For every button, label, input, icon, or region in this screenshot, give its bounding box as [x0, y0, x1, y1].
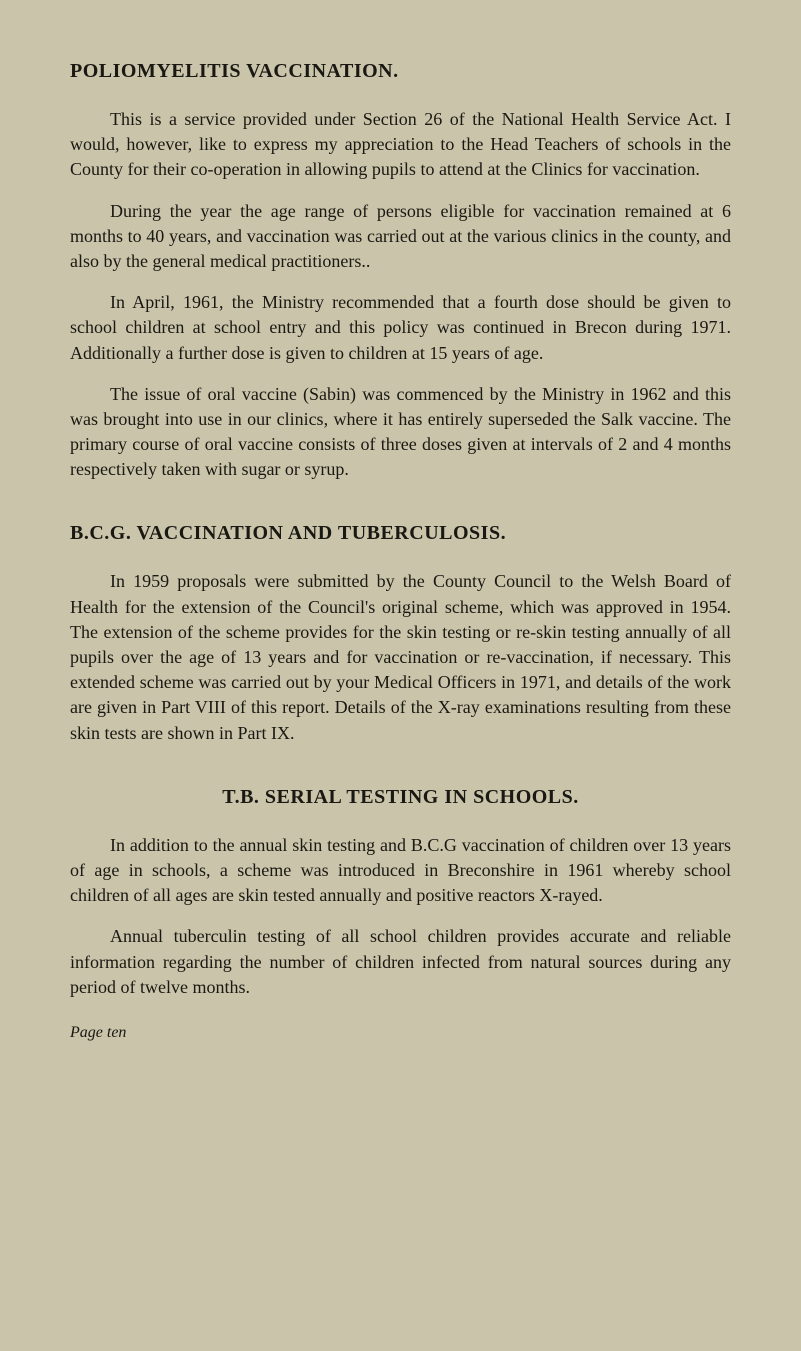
page-number-label: Page ten — [70, 1024, 126, 1041]
body-paragraph: Annual tuberculin testing of all school … — [70, 924, 731, 1000]
section-heading-tb-serial: T.B. SERIAL TESTING IN SCHOOLS. — [70, 786, 731, 809]
page-footer: Page ten — [70, 1024, 731, 1042]
body-paragraph: The issue of oral vaccine (Sabin) was co… — [70, 382, 731, 483]
section-heading-bcg: B.C.G. VACCINATION AND TUBERCULOSIS. — [70, 522, 731, 545]
body-paragraph: During the year the age range of persons… — [70, 199, 731, 275]
body-paragraph: In 1959 proposals were submitted by the … — [70, 569, 731, 745]
body-paragraph: In addition to the annual skin testing a… — [70, 833, 731, 909]
section-heading-poliomyelitis: POLIOMYELITIS VACCINATION. — [70, 60, 731, 83]
body-paragraph: This is a service provided under Section… — [70, 107, 731, 183]
body-paragraph: In April, 1961, the Ministry recommended… — [70, 290, 731, 366]
